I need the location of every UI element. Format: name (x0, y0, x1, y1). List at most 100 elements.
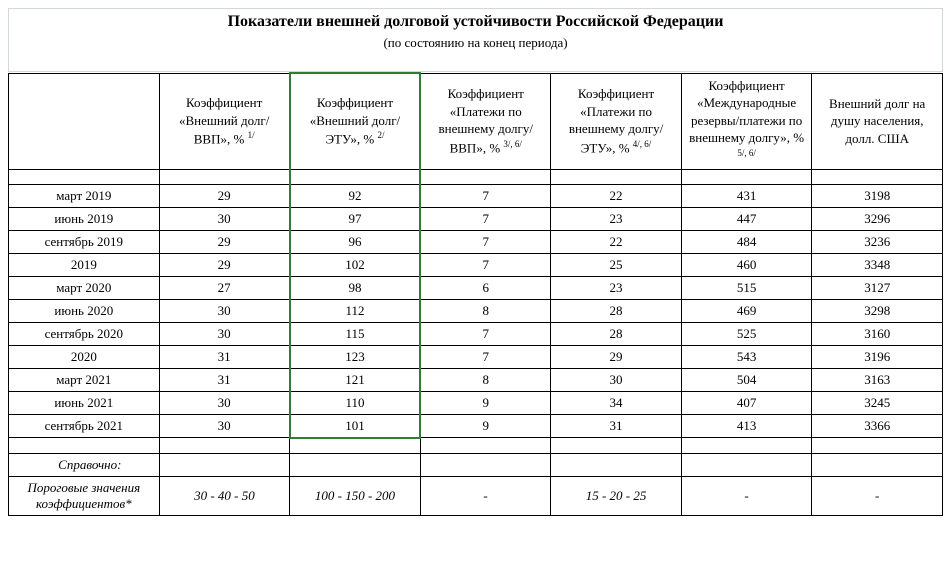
value-cell: 30 (159, 414, 290, 438)
data-table: Коэффициент «Внешний долг/ВВП», % 1/ Коэ… (8, 72, 943, 516)
gap-cell (290, 438, 421, 454)
value-cell: 3160 (812, 322, 943, 345)
threshold-cell: 100 - 150 - 200 (290, 476, 421, 515)
value-cell: 8 (420, 299, 551, 322)
table-row: июнь 2021301109344073245 (9, 391, 943, 414)
value-cell: 9 (420, 391, 551, 414)
value-cell: 29 (159, 230, 290, 253)
value-cell: 525 (681, 322, 812, 345)
period-cell: март 2021 (9, 368, 160, 391)
header-text: Коэффициент «Международные резервы/плате… (689, 78, 804, 146)
value-cell: 29 (551, 345, 682, 368)
value-cell: 431 (681, 184, 812, 207)
value-cell: 31 (159, 345, 290, 368)
value-cell: 22 (551, 184, 682, 207)
table-row: сентябрь 201929967224843236 (9, 230, 943, 253)
reference-label: Справочно: (9, 453, 160, 476)
value-cell: 31 (551, 414, 682, 438)
value-cell: 92 (290, 184, 421, 207)
value-cell: 31 (159, 368, 290, 391)
value-cell: 7 (420, 345, 551, 368)
header-text: Внешний долг на душу населения, долл. СШ… (829, 96, 925, 146)
table-container: Показатели внешней долговой устойчивости… (8, 8, 943, 516)
header-col-6: Внешний долг на душу населения, долл. СШ… (812, 73, 943, 169)
value-cell: 96 (290, 230, 421, 253)
header-text: Коэффициент «Внешний долг/ВВП», % (179, 95, 269, 146)
value-cell: 7 (420, 322, 551, 345)
period-cell: июнь 2019 (9, 207, 160, 230)
value-cell: 27 (159, 276, 290, 299)
thresholds-label: Пороговые значения коэффициентов* (9, 476, 160, 515)
table-row: июнь 2020301128284693298 (9, 299, 943, 322)
header-col-3: Коэффициент «Платежи по внешнему долгу/В… (420, 73, 551, 169)
value-cell: 98 (290, 276, 421, 299)
value-cell: 121 (290, 368, 421, 391)
value-cell: 3245 (812, 391, 943, 414)
header-sup: 3/, 6/ (503, 139, 522, 149)
value-cell: 3198 (812, 184, 943, 207)
empty-cell (420, 453, 551, 476)
header-sup: 1/ (248, 130, 255, 140)
value-cell: 460 (681, 253, 812, 276)
table-body: март 201929927224313198июнь 201930977234… (9, 169, 943, 515)
value-cell: 123 (290, 345, 421, 368)
period-cell: сентябрь 2021 (9, 414, 160, 438)
value-cell: 543 (681, 345, 812, 368)
value-cell: 7 (420, 230, 551, 253)
header-sup: 2/ (377, 130, 384, 140)
gap-cell (420, 169, 551, 184)
value-cell: 515 (681, 276, 812, 299)
threshold-cell: 30 - 40 - 50 (159, 476, 290, 515)
value-cell: 7 (420, 207, 551, 230)
header-col-1: Коэффициент «Внешний долг/ВВП», % 1/ (159, 73, 290, 169)
value-cell: 28 (551, 322, 682, 345)
threshold-cell: - (420, 476, 551, 515)
value-cell: 447 (681, 207, 812, 230)
reference-row: Справочно: (9, 453, 943, 476)
value-cell: 110 (290, 391, 421, 414)
header-col-4: Коэффициент «Платежи по внешнему долгу/Э… (551, 73, 682, 169)
period-cell: 2020 (9, 345, 160, 368)
gap-cell (420, 438, 551, 454)
title-spacer (8, 61, 943, 72)
value-cell: 115 (290, 322, 421, 345)
value-cell: 30 (551, 368, 682, 391)
value-cell: 9 (420, 414, 551, 438)
period-cell: июнь 2020 (9, 299, 160, 322)
header-col-2: Коэффициент «Внешний долг/ЭТУ», % 2/ (290, 73, 421, 169)
header-row: Коэффициент «Внешний долг/ВВП», % 1/ Коэ… (9, 73, 943, 169)
value-cell: 34 (551, 391, 682, 414)
period-cell: 2019 (9, 253, 160, 276)
value-cell: 3298 (812, 299, 943, 322)
period-cell: март 2020 (9, 276, 160, 299)
value-cell: 3296 (812, 207, 943, 230)
empty-cell (159, 453, 290, 476)
value-cell: 30 (159, 207, 290, 230)
period-cell: июнь 2021 (9, 391, 160, 414)
value-cell: 23 (551, 207, 682, 230)
value-cell: 97 (290, 207, 421, 230)
empty-cell (681, 453, 812, 476)
value-cell: 504 (681, 368, 812, 391)
value-cell: 30 (159, 391, 290, 414)
value-cell: 25 (551, 253, 682, 276)
thresholds-row: Пороговые значения коэффициентов*30 - 40… (9, 476, 943, 515)
header-col-5: Коэффициент «Международные резервы/плате… (681, 73, 812, 169)
table-row: сентябрь 2020301157285253160 (9, 322, 943, 345)
value-cell: 30 (159, 299, 290, 322)
value-cell: 29 (159, 184, 290, 207)
threshold-cell: - (812, 476, 943, 515)
value-cell: 3348 (812, 253, 943, 276)
gap-cell (551, 169, 682, 184)
value-cell: 3366 (812, 414, 943, 438)
gap-cell (681, 438, 812, 454)
value-cell: 28 (551, 299, 682, 322)
value-cell: 413 (681, 414, 812, 438)
empty-cell (551, 453, 682, 476)
value-cell: 112 (290, 299, 421, 322)
value-cell: 8 (420, 368, 551, 391)
header-period (9, 73, 160, 169)
value-cell: 3236 (812, 230, 943, 253)
header-sup: 5/, 6/ (737, 148, 756, 158)
value-cell: 6 (420, 276, 551, 299)
